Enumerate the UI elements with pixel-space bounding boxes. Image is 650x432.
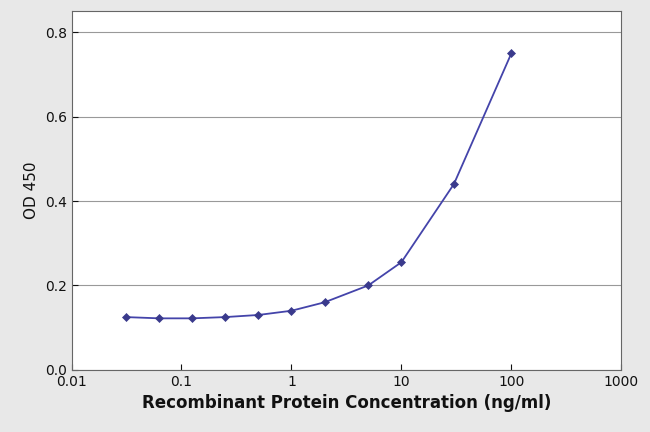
Y-axis label: OD 450: OD 450 [24, 162, 39, 219]
X-axis label: Recombinant Protein Concentration (ng/ml): Recombinant Protein Concentration (ng/ml… [142, 394, 551, 412]
